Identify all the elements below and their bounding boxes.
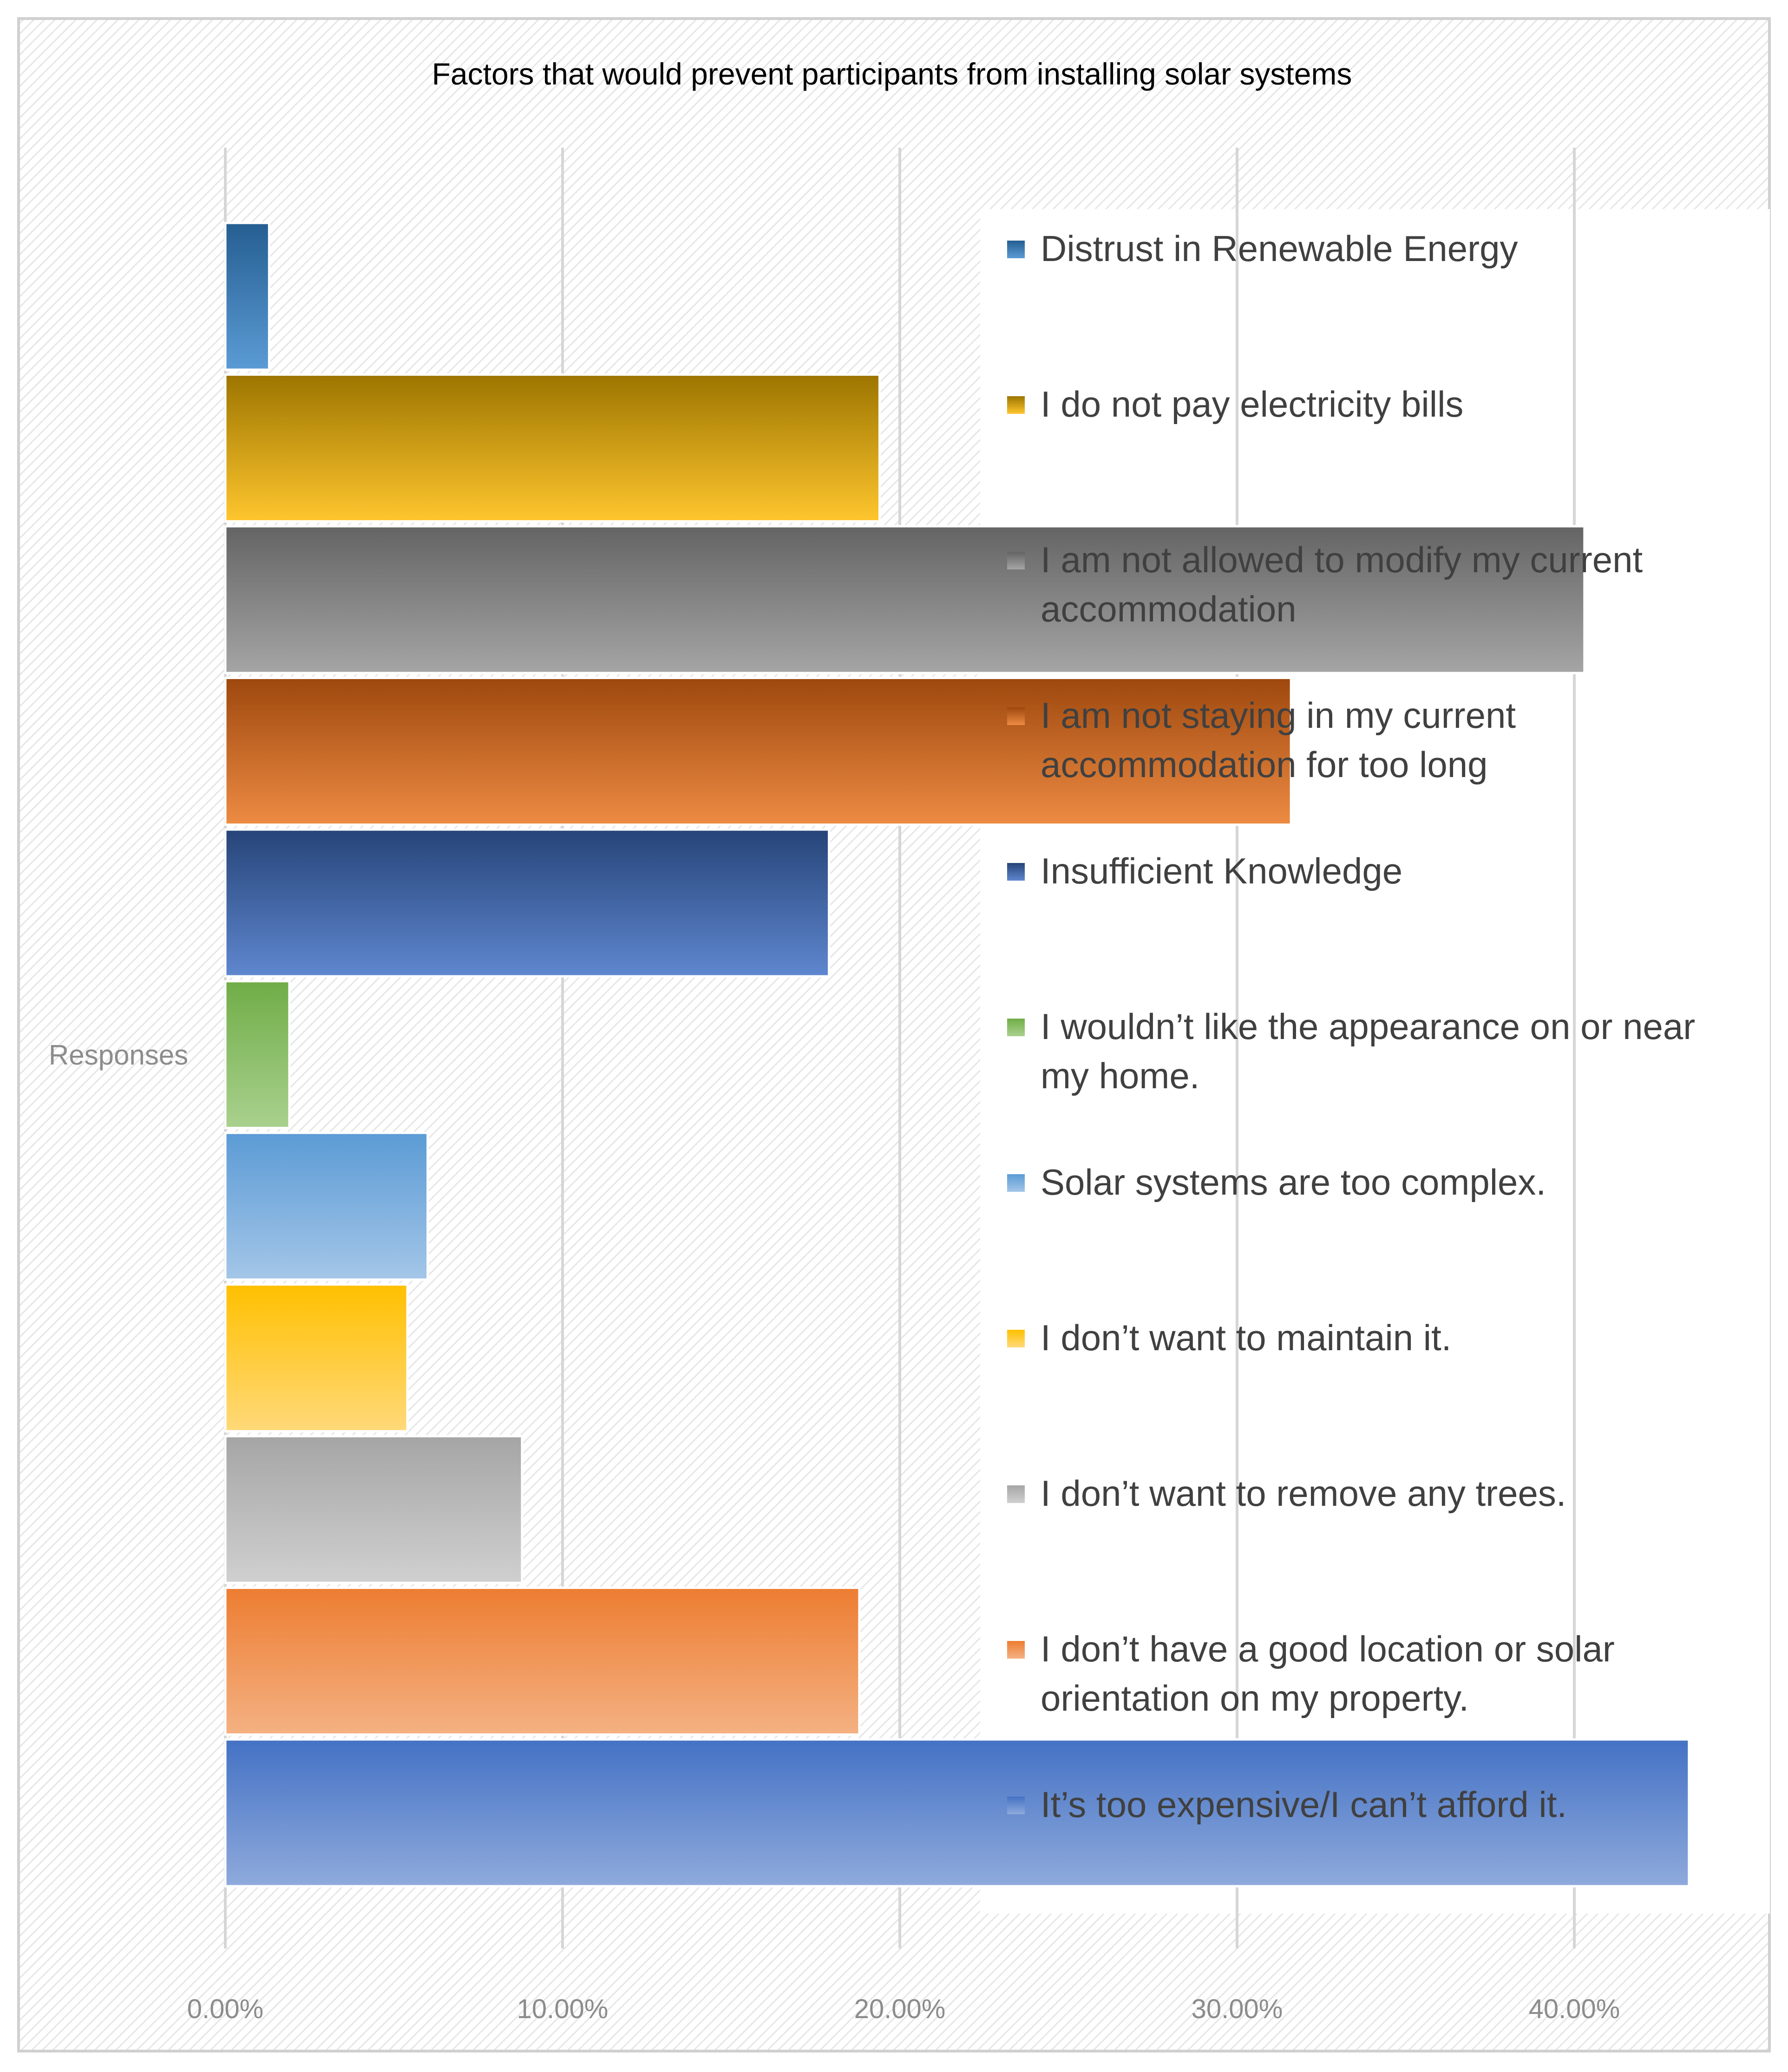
legend-swatch [1007,1485,1025,1503]
legend-label: accommodation [1041,588,1297,629]
bar [224,373,881,523]
legend-swatch [1007,707,1025,725]
chart-title: Factors that would prevent participants … [432,57,1352,91]
bar [224,1738,1690,1888]
bar [224,980,291,1129]
bar [224,525,1586,674]
legend-label: It’s too expensive/I can’t afford it. [1041,1784,1567,1825]
x-tick-label: 0.00% [187,1994,263,2024]
legend-label: I am not staying in my current [1041,695,1516,736]
bar [224,677,1292,826]
legend-label: orientation on my property. [1041,1678,1469,1719]
legend-label: Distrust in Renewable Energy [1041,228,1518,269]
bar [224,1587,861,1736]
x-tick-label: 10.00% [517,1994,609,2024]
legend-label: Insufficient Knowledge [1041,850,1402,891]
x-tick-label: 20.00% [854,1994,946,2024]
legend-label: I am not allowed to modify my current [1041,539,1643,580]
legend-label: my home. [1041,1055,1199,1096]
legend-swatch [1007,1641,1025,1659]
legend-swatch [1007,1019,1025,1036]
legend-swatch [1007,241,1025,258]
legend-label: I don’t have a good location or solar [1041,1628,1615,1669]
legend-swatch [1007,396,1025,414]
legend-background [980,209,1770,1914]
legend-swatch [1007,863,1025,881]
legend-label: I wouldn’t like the appearance on or nea… [1041,1006,1695,1047]
bar [224,828,831,978]
legend-swatch [1007,552,1025,569]
bar [224,222,270,371]
bar [224,1435,524,1584]
legend-swatch [1007,1330,1025,1347]
bar [224,1283,409,1432]
legend-label: I don’t want to maintain it. [1041,1317,1451,1358]
x-tick-label: 30.00% [1192,1994,1283,2024]
legend-swatch [1007,1174,1025,1192]
bar [224,1131,429,1281]
legend-label: I don’t want to remove any trees. [1041,1473,1566,1514]
legend-swatch [1007,1797,1025,1814]
legend-label: accommodation for too long [1041,744,1488,785]
category-axis-label: Responses [49,1039,188,1071]
legend-label: I do not pay electricity bills [1041,384,1463,425]
legend-label: Solar systems are too complex. [1041,1162,1546,1203]
x-tick-label: 40.00% [1529,1994,1620,2024]
